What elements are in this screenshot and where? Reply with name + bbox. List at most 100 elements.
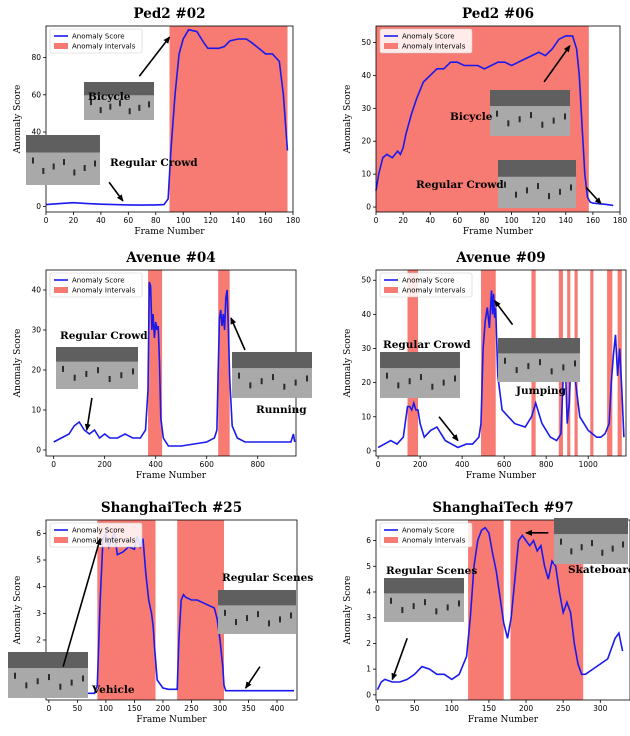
x-tick-label: 20 [398, 216, 408, 225]
legend-score-label: Anomaly Score [402, 33, 455, 41]
x-axis-label: Frame Number [136, 715, 207, 725]
legend-interval-label: Anomaly Intervals [402, 537, 466, 545]
anomaly-interval [169, 26, 288, 212]
annotation-arrow [138, 36, 171, 77]
x-tick-label: 40 [425, 216, 435, 225]
x-tick-label: 600 [200, 460, 215, 469]
x-tick-label: 200 [413, 460, 428, 469]
legend-interval-label: Anomaly Intervals [72, 43, 136, 51]
x-tick-label: 200 [98, 460, 113, 469]
annotation-label: Bicycle [450, 111, 493, 123]
y-tick-label: 20 [361, 378, 371, 387]
y-tick-label: 6 [36, 529, 41, 538]
annotation-label: Vehicle [91, 684, 135, 696]
annotation-arrow [391, 638, 408, 681]
y-axis-label: Anomaly Score [343, 576, 353, 646]
chart-panel-6: ShanghaiTech #97 0 50 100 150 200 250 300 0 1 2 3 4 5… [343, 500, 630, 725]
frame-thumbnail [380, 352, 460, 398]
frame-thumbnail [498, 160, 576, 208]
y-tick-label: 10 [361, 412, 371, 421]
y-tick-label: 3 [36, 609, 41, 618]
y-axis-label: Anomaly Score [343, 85, 353, 155]
y-tick-label: 40 [361, 71, 371, 80]
frame-thumbnail [554, 518, 628, 564]
x-tick-label: 100 [176, 216, 191, 225]
legend-interval-swatch [54, 43, 68, 49]
x-tick-label: 400 [270, 704, 285, 713]
y-tick-label: 6 [366, 536, 371, 545]
annotation-arrow [585, 186, 602, 205]
annotation-arrow [62, 537, 102, 667]
frame-thumbnail [218, 590, 296, 634]
x-tick-label: 50 [410, 704, 420, 713]
x-tick-label: 250 [184, 704, 199, 713]
y-tick-label: 20 [31, 366, 41, 375]
chart-title: Avenue #04 [125, 250, 215, 266]
y-tick-label: 60 [31, 90, 41, 99]
x-tick-label: 300 [593, 704, 608, 713]
legend: Anomaly Score Anomaly Intervals [49, 272, 143, 298]
chart-panel-4: Avenue #09 0 200 400 600 800 1000 0 10 20 30 40 50 Fr… [343, 250, 627, 481]
annotation-label: Skateboard [568, 564, 630, 576]
annotation-arrow [543, 44, 571, 83]
anomaly-interval [468, 520, 504, 700]
legend-interval-swatch [384, 43, 398, 49]
y-tick-label: 0 [36, 446, 41, 455]
legend-score-label: Anomaly Score [402, 527, 455, 535]
anomaly-score-line [377, 290, 625, 449]
plot-frame [45, 519, 298, 701]
frame-thumbnail [26, 135, 100, 185]
x-axis-label: Frame Number [134, 227, 205, 237]
x-tick-label: 180 [286, 216, 301, 225]
x-tick-label: 120 [532, 216, 547, 225]
frame-thumbnail [384, 578, 464, 622]
legend-score-label: Anomaly Score [72, 33, 125, 41]
y-tick-label: 30 [361, 104, 371, 113]
anomaly-interval [590, 270, 594, 456]
legend-interval-label: Anomaly Intervals [72, 537, 136, 545]
anomaly-interval [177, 520, 224, 700]
x-tick-label: 160 [586, 216, 601, 225]
anomaly-interval [607, 270, 613, 456]
legend-interval-swatch [54, 537, 68, 543]
x-tick-label: 1000 [579, 460, 598, 469]
x-tick-label: 0 [51, 460, 56, 469]
annotation-label: Regular Crowd [416, 179, 504, 191]
x-tick-label: 150 [127, 704, 142, 713]
y-tick-label: 30 [361, 344, 371, 353]
legend-interval-swatch [384, 287, 398, 293]
frame-thumbnail [8, 652, 88, 698]
x-tick-label: 350 [241, 704, 256, 713]
plot-frame [375, 519, 630, 701]
y-tick-label: 30 [31, 326, 41, 335]
y-tick-label: 40 [361, 310, 371, 319]
legend-score-label: Anomaly Score [72, 277, 125, 285]
y-tick-label: 2 [36, 636, 41, 645]
legend-interval-swatch [384, 537, 398, 543]
y-tick-label: 4 [36, 582, 41, 591]
y-tick-label: 50 [361, 38, 371, 47]
legend: Anomaly Score Anomaly Intervals [49, 522, 143, 548]
x-tick-label: 0 [46, 704, 51, 713]
plot-frame [45, 25, 294, 213]
plot-frame [375, 25, 621, 213]
y-tick-label: 3 [366, 613, 371, 622]
legend-interval-label: Anomaly Intervals [402, 287, 466, 295]
x-tick-label: 20 [69, 216, 79, 225]
x-tick-label: 160 [258, 216, 273, 225]
x-tick-label: 60 [124, 216, 134, 225]
y-tick-label: 40 [31, 286, 41, 295]
y-tick-label: 0 [366, 203, 371, 212]
x-tick-label: 100 [504, 216, 519, 225]
legend-interval-label: Anomaly Intervals [402, 43, 466, 51]
y-tick-label: 4 [366, 588, 371, 597]
annotation-arrow [494, 299, 514, 326]
x-tick-label: 0 [375, 704, 380, 713]
annotation-arrow [244, 666, 261, 689]
x-axis-label: Frame Number [466, 471, 537, 481]
anomaly-interval [97, 520, 156, 700]
x-axis-label: Frame Number [136, 471, 207, 481]
legend-interval-swatch [54, 287, 68, 293]
annotation-arrow [108, 181, 124, 202]
